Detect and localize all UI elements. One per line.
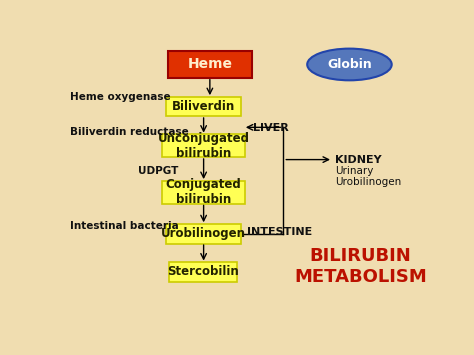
Text: KIDNEY: KIDNEY xyxy=(335,154,382,165)
Ellipse shape xyxy=(307,49,392,80)
FancyBboxPatch shape xyxy=(168,51,252,78)
Text: Heme oxygenase: Heme oxygenase xyxy=(70,92,171,102)
Text: BILIRUBIN
METABOLISM: BILIRUBIN METABOLISM xyxy=(294,247,427,286)
Text: LIVER: LIVER xyxy=(253,123,289,133)
Text: Intestinal bacteria: Intestinal bacteria xyxy=(70,221,179,231)
Text: Unconjugated
bilirubin: Unconjugated bilirubin xyxy=(157,132,249,160)
Text: Biliverdin: Biliverdin xyxy=(172,100,235,113)
Text: Urobilinogen: Urobilinogen xyxy=(161,227,246,240)
Text: Conjugated
bilirubin: Conjugated bilirubin xyxy=(165,178,241,206)
Text: Heme: Heme xyxy=(187,58,232,71)
FancyBboxPatch shape xyxy=(162,181,245,204)
FancyBboxPatch shape xyxy=(169,262,237,282)
FancyBboxPatch shape xyxy=(162,134,245,157)
Text: Urinary
Urobilinogen: Urinary Urobilinogen xyxy=(335,166,401,187)
FancyBboxPatch shape xyxy=(166,224,241,244)
Text: UDPGT: UDPGT xyxy=(138,166,179,176)
FancyBboxPatch shape xyxy=(166,97,241,116)
Text: INTESTINE: INTESTINE xyxy=(247,227,312,237)
Text: Biliverdin reductase: Biliverdin reductase xyxy=(70,127,189,137)
Text: Stercobilin: Stercobilin xyxy=(168,266,239,278)
Text: Globin: Globin xyxy=(327,58,372,71)
